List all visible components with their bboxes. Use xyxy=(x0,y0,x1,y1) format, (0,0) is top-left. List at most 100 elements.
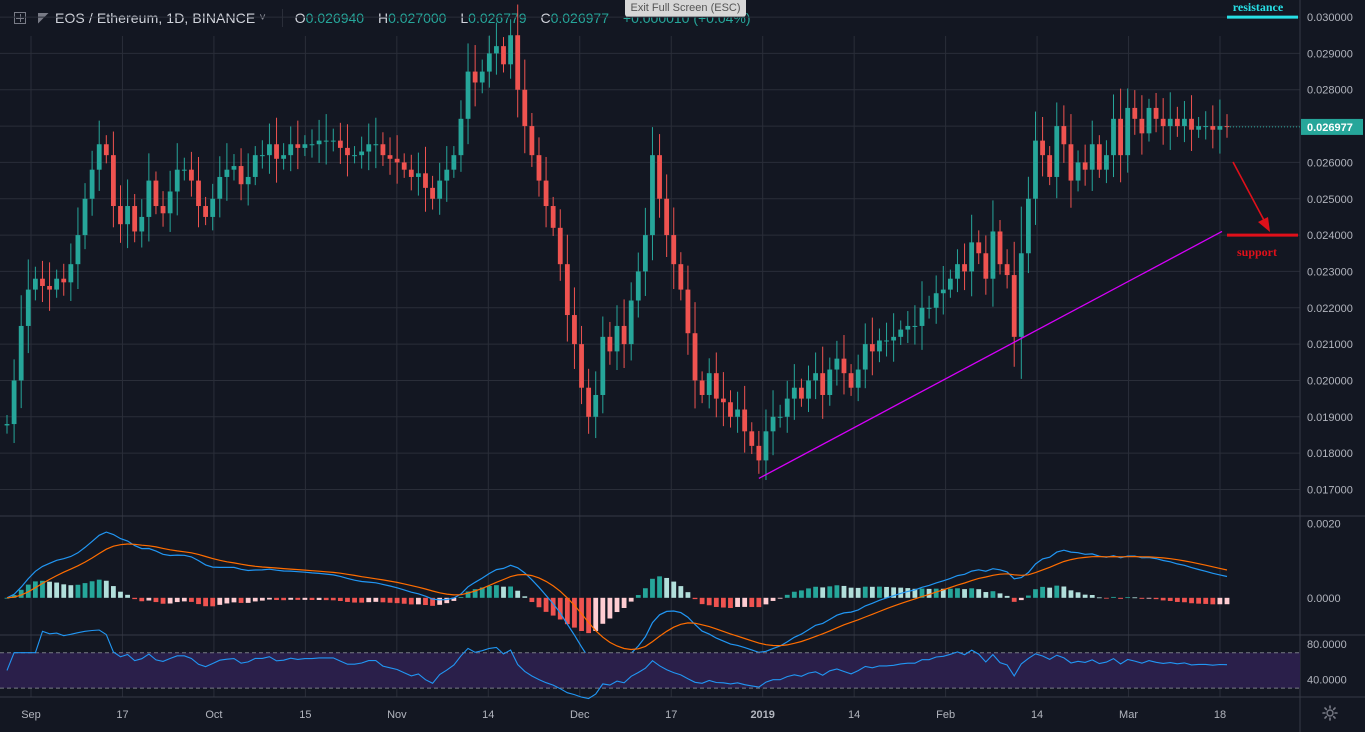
candle xyxy=(1182,118,1187,127)
macd-histogram-bar xyxy=(1011,597,1017,602)
candle xyxy=(664,198,670,236)
signal-line xyxy=(6,543,1228,651)
candle xyxy=(635,271,641,301)
candle xyxy=(976,242,982,254)
candle xyxy=(217,176,223,199)
macd-histogram-bar xyxy=(1125,597,1131,599)
macd-tick-label: 0.0020 xyxy=(1307,518,1341,530)
macd-histogram-bar xyxy=(373,597,379,602)
macd-histogram-bar xyxy=(1203,597,1209,604)
candle xyxy=(110,155,116,207)
candle xyxy=(267,144,272,156)
macd-histogram-bar xyxy=(621,597,627,608)
macd-histogram-bar xyxy=(628,597,634,602)
macd-histogram-bar xyxy=(869,586,875,598)
rsi-pane: 80.0000 40.0000 xyxy=(0,629,1347,700)
macd-histogram-bar xyxy=(40,580,45,598)
candle xyxy=(728,402,733,417)
macd-histogram-bar xyxy=(564,597,570,625)
price-tick-label: 0.028000 xyxy=(1307,85,1353,97)
candle xyxy=(4,424,10,426)
candle xyxy=(167,191,173,214)
candle xyxy=(430,187,435,199)
chevron-down-icon[interactable]: ˅ xyxy=(259,12,266,24)
price-tick-label: 0.021000 xyxy=(1307,339,1353,351)
candle xyxy=(82,198,88,236)
macd-histogram-bar xyxy=(1167,597,1173,601)
candle xyxy=(529,126,535,156)
candle xyxy=(444,169,450,181)
macd-histogram-bar xyxy=(394,597,400,604)
macd-histogram-bar xyxy=(508,586,514,598)
macd-histogram-bar xyxy=(401,597,407,604)
macd-histogram-bar xyxy=(501,586,506,598)
macd-histogram-bar xyxy=(1160,597,1166,601)
macd-histogram-bar xyxy=(32,581,38,598)
macd-histogram-bar xyxy=(855,587,861,598)
candle xyxy=(1132,107,1138,119)
macd-histogram-bar xyxy=(295,597,301,600)
candle xyxy=(955,264,960,279)
macd-histogram-bar xyxy=(862,586,868,598)
add-indicator-icon[interactable] xyxy=(14,12,26,24)
candle xyxy=(855,369,861,388)
candle xyxy=(479,71,485,83)
price-tick-label: 0.020000 xyxy=(1307,375,1353,387)
candle xyxy=(699,380,705,395)
symbol-title[interactable]: EOS / Ethereum, 1D, BINANCE xyxy=(55,10,256,26)
candle xyxy=(692,333,698,381)
candle xyxy=(756,445,762,461)
candle xyxy=(394,158,400,163)
macd-histogram-bar xyxy=(827,586,833,598)
candle xyxy=(366,144,372,152)
macd-histogram-bar xyxy=(1061,586,1067,598)
macd-histogram-bar xyxy=(47,581,52,598)
candle xyxy=(841,358,847,374)
candle xyxy=(174,169,180,192)
candle xyxy=(1174,118,1180,127)
macd-histogram-bar xyxy=(153,597,159,603)
candle xyxy=(600,336,606,395)
macd-histogram-bar xyxy=(600,597,606,624)
candle xyxy=(1096,144,1102,170)
candle xyxy=(1082,162,1088,170)
macd-histogram-bar xyxy=(983,592,989,598)
candle xyxy=(1104,155,1109,170)
price-tick-label: 0.029000 xyxy=(1307,48,1353,60)
candle xyxy=(146,180,152,217)
macd-histogram-bar xyxy=(387,597,393,603)
macd-histogram-bar xyxy=(1082,594,1088,598)
macd-histogram-bar xyxy=(1196,597,1202,604)
candle xyxy=(245,176,251,185)
macd-histogram-bar xyxy=(274,597,279,601)
candle xyxy=(387,155,393,159)
candle xyxy=(621,325,627,345)
macd-histogram-bar xyxy=(1139,597,1145,599)
candle xyxy=(891,336,897,341)
macd-histogram-bar xyxy=(196,597,201,605)
close-key: C xyxy=(540,10,551,26)
macd-histogram-bar xyxy=(997,593,1003,598)
time-tick-label: 18 xyxy=(1214,709,1226,721)
candle xyxy=(543,180,549,207)
time-tick-label: 17 xyxy=(116,709,128,721)
exit-fullscreen-button[interactable]: Exit Full Screen (ESC) xyxy=(625,0,746,17)
gear-icon[interactable] xyxy=(1322,705,1338,721)
candle xyxy=(557,227,563,265)
candle xyxy=(274,144,279,159)
macd-histogram-bar xyxy=(905,588,911,598)
time-tick-label: Dec xyxy=(570,709,590,721)
candle xyxy=(1054,126,1060,177)
rsi-band xyxy=(0,652,1300,689)
candle xyxy=(11,380,17,425)
candle xyxy=(302,144,308,148)
macd-histogram-bar xyxy=(955,588,960,598)
macd-histogram-bar xyxy=(692,597,698,600)
candle xyxy=(1139,118,1145,134)
time-tick-label: Sep xyxy=(21,709,41,721)
candle xyxy=(1160,118,1166,127)
time-tick-label: 14 xyxy=(1031,709,1043,721)
macd-histogram-bar xyxy=(89,581,95,598)
price-tick-label: 0.022000 xyxy=(1307,303,1353,315)
